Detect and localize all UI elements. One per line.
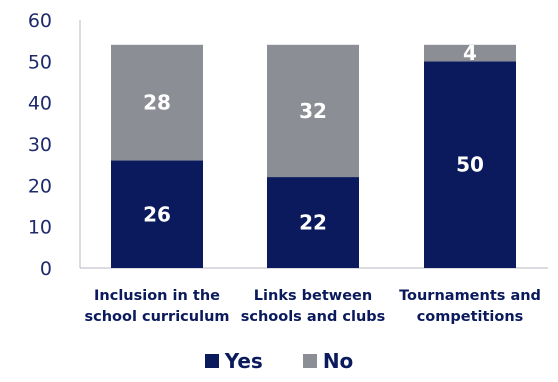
legend-label-yes: Yes: [224, 349, 263, 373]
legend-swatch-no: [302, 354, 317, 368]
data-label: 50: [456, 153, 484, 177]
legend-label-no: No: [322, 349, 354, 373]
legend-item-no: No: [302, 349, 354, 373]
y-tick-label: 20: [28, 175, 52, 197]
y-tick-label: 10: [28, 217, 52, 239]
legend-item-yes: Yes: [204, 349, 263, 373]
bar-no: [424, 44, 516, 62]
y-tick-label: 30: [28, 134, 52, 156]
data-label: 22: [299, 211, 327, 235]
x-category-label: competitions: [417, 309, 524, 325]
data-label: 32: [299, 99, 327, 123]
data-label: 28: [143, 91, 171, 115]
bar-yes: [424, 61, 516, 269]
data-label: 26: [143, 202, 171, 226]
y-tick-label: 40: [28, 93, 52, 115]
bar-yes: [267, 177, 359, 268]
bar-no: [111, 44, 203, 161]
bar-no: [267, 44, 359, 178]
legend-swatch-yes: [204, 354, 219, 368]
legend: Yes No: [0, 349, 558, 373]
x-category-label: Tournaments and: [399, 288, 541, 304]
y-tick-label: 50: [28, 51, 52, 73]
bar-yes: [111, 160, 203, 268]
x-category-label: Links between: [254, 288, 372, 304]
y-tick-label: 60: [28, 10, 52, 32]
y-tick-label: 0: [40, 258, 52, 280]
x-category-label: Inclusion in the: [94, 288, 220, 304]
stacked-bar-chart: 0 10 20 30 40 50 60 26 28 Inclusion in the school …: [28, 10, 548, 325]
data-label: 4: [463, 41, 477, 65]
x-category-label: schools and clubs: [241, 309, 386, 325]
x-category-label: school curriculum: [85, 309, 230, 325]
